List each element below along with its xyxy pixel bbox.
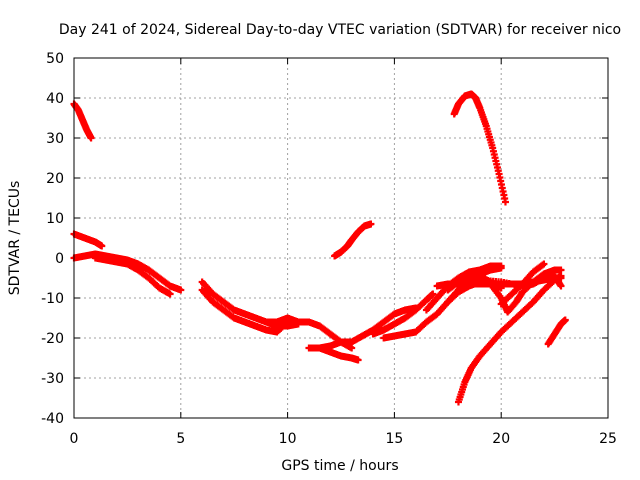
x-tick-label: 10 [279,431,297,447]
y-tick-label: 50 [46,51,64,67]
data-point [177,286,185,294]
data-point [540,260,548,268]
x-axis-label: GPS time / hours [281,458,398,474]
tick-labels: 0 5 10 15 20 25 -40 -30 -20 -10 0 10 20 30 40 50 [41,51,617,447]
y-tick-label: -20 [41,331,64,347]
y-tick-label: 10 [46,211,64,227]
data-point [561,316,569,324]
data-point [354,356,362,364]
track-20 [497,260,548,308]
y-axis-label: SDTVAR / TECUs [7,181,23,296]
y-tick-label: 0 [55,251,64,267]
data-point [557,282,565,290]
data-point [429,290,437,298]
data-point [497,284,505,292]
data-point [367,220,375,228]
track-2 [70,230,106,250]
x-tick-label: 15 [385,431,403,447]
data-point [557,272,565,280]
y-tick-label: 20 [46,171,64,187]
track-9 [305,304,420,352]
data-point [497,262,505,270]
track-1 [70,100,95,142]
data-point [557,266,565,274]
data-series [70,90,569,406]
track-21 [544,316,569,348]
y-tick-label: 30 [46,131,64,147]
x-tick-label: 25 [599,431,617,447]
plot-frame [73,57,609,419]
track-10 [331,220,375,260]
data-point [166,290,174,298]
chart-title: Day 241 of 2024, Sidereal Day-to-day VTE… [59,22,621,38]
data-point [98,242,106,250]
y-tick-label: -40 [41,411,64,427]
x-tick-label: 5 [176,431,185,447]
data-point [348,344,356,352]
y-tick-label: -10 [41,291,64,307]
y-tick-label: 40 [46,91,64,107]
track-11 [369,290,437,338]
track-4 [91,254,174,298]
x-tick-label: 0 [70,431,79,447]
track-19 [450,90,509,206]
y-tick-label: -30 [41,371,64,387]
track-18 [454,272,565,406]
track-17 [444,270,505,292]
x-tick-label: 20 [492,431,510,447]
track-6 [198,286,292,336]
data-point [501,198,509,206]
data-point [87,134,95,142]
